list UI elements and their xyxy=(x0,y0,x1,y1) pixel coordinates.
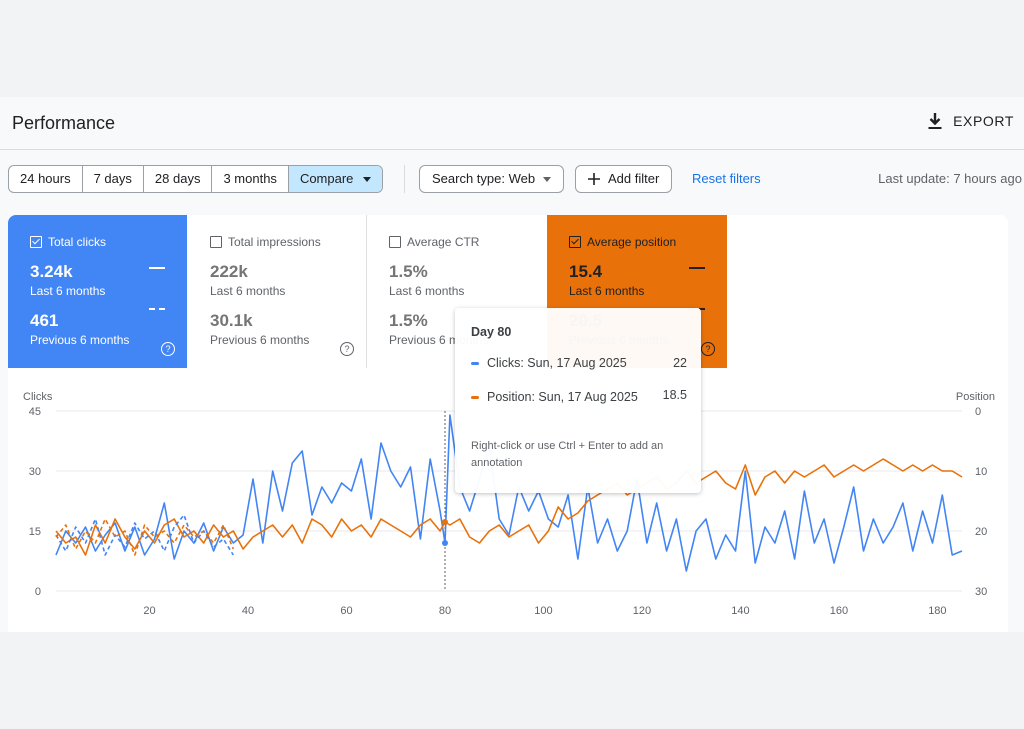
y-right-axis-label: Position xyxy=(956,391,995,403)
hover-marker-position xyxy=(441,519,448,525)
metric-label: Total impressions xyxy=(228,235,321,249)
metric-current-period: Last 6 months xyxy=(569,284,645,298)
range-28-days[interactable]: 28 days xyxy=(144,166,213,192)
y-left-axis-label: Clicks xyxy=(23,391,53,403)
metric-current-value: 222k xyxy=(210,262,248,281)
hover-marker-clicks xyxy=(441,540,448,546)
metric-previous-period: Previous 6 months xyxy=(30,333,130,347)
metric-card-clicks[interactable]: Total clicks 3.24k Last 6 months 461 Pre… xyxy=(8,215,187,368)
position-legend-dot xyxy=(471,396,479,400)
tooltip-clicks-label: Clicks: Sun, 17 Aug 2025 xyxy=(487,356,627,370)
solid-line-legend-icon xyxy=(149,267,165,269)
metric-previous-value: 461 xyxy=(30,311,59,330)
chart-tooltip: Day 80 Clicks: Sun, 17 Aug 2025 22 Posit… xyxy=(455,308,701,493)
metric-previous-value: 1.5% xyxy=(389,311,428,330)
solid-line-legend-icon xyxy=(689,267,705,269)
metric-previous-value: 30.1k xyxy=(210,311,253,330)
metric-current-period: Last 6 months xyxy=(210,284,286,298)
compare-label: Compare xyxy=(299,171,354,186)
metric-current-value: 15.4 xyxy=(569,262,603,281)
search-type-dropdown[interactable]: Search type: Web xyxy=(419,165,565,193)
x-tick-label: 140 xyxy=(731,605,749,617)
y-right-tick-label: 30 xyxy=(975,586,987,598)
toolbar-divider xyxy=(404,165,405,193)
page-title: Performance xyxy=(12,113,116,133)
caret-down-icon xyxy=(543,176,552,182)
y-right-tick-label: 20 xyxy=(975,526,987,538)
checkbox-checked-icon[interactable] xyxy=(569,236,581,248)
last-update-text: Last update: 7 hours ago xyxy=(878,171,1022,186)
plus-icon xyxy=(588,173,600,185)
y-left-tick-label: 15 xyxy=(29,526,41,538)
help-icon[interactable]: ? xyxy=(340,342,354,356)
export-button[interactable]: EXPORT xyxy=(927,112,1014,130)
help-icon[interactable]: ? xyxy=(701,342,715,356)
range-7-days[interactable]: 7 days xyxy=(83,166,144,192)
metric-current-period: Last 6 months xyxy=(389,284,465,298)
download-icon xyxy=(928,113,942,129)
x-tick-label: 40 xyxy=(242,605,254,617)
tooltip-position-label: Position: Sun, 17 Aug 2025 xyxy=(487,390,638,404)
tooltip-day: Day 80 xyxy=(471,325,512,339)
range-24-hours[interactable]: 24 hours xyxy=(9,166,83,192)
x-tick-label: 100 xyxy=(534,605,552,617)
metric-label: Average CTR xyxy=(407,235,480,249)
tooltip-clicks-row: Clicks: Sun, 17 Aug 2025 22 xyxy=(471,356,687,370)
dashed-line-legend-icon xyxy=(149,308,165,310)
series-line-position-previous xyxy=(55,518,235,556)
tooltip-clicks-value: 22 xyxy=(673,356,687,370)
export-label: EXPORT xyxy=(953,113,1014,129)
x-tick-label: 180 xyxy=(928,605,946,617)
x-tick-label: 80 xyxy=(439,605,451,617)
date-range-selector: 24 hours 7 days 28 days 3 months Compare xyxy=(8,165,384,193)
y-left-tick-label: 30 xyxy=(29,466,41,478)
y-right-tick-label: 0 xyxy=(975,406,981,418)
checkbox-unchecked-icon[interactable] xyxy=(389,236,401,248)
y-right-tick-label: 10 xyxy=(975,466,987,478)
metric-current-value: 1.5% xyxy=(389,262,428,281)
checkbox-unchecked-icon[interactable] xyxy=(210,236,222,248)
y-left-tick-label: 0 xyxy=(35,586,41,598)
clicks-legend-dot xyxy=(471,362,479,366)
metric-current-value: 3.24k xyxy=(30,262,73,281)
metric-current-period: Last 6 months xyxy=(30,284,106,298)
compare-dropdown[interactable]: Compare xyxy=(288,166,383,192)
metrics-and-chart: Total clicks 3.24k Last 6 months 461 Pre… xyxy=(8,215,1008,632)
y-left-tick-label: 45 xyxy=(29,406,41,418)
range-3-months[interactable]: 3 months xyxy=(212,166,289,192)
caret-down-icon xyxy=(363,176,372,182)
metric-card-impressions[interactable]: Total impressions 222k Last 6 months 30.… xyxy=(188,215,367,368)
metric-label: Average position xyxy=(587,235,677,249)
x-tick-label: 160 xyxy=(830,605,848,617)
reset-filters-link[interactable]: Reset filters xyxy=(692,171,761,186)
search-type-label: Search type: Web xyxy=(432,171,536,186)
metric-label: Total clicks xyxy=(48,235,107,249)
add-filter-label: Add filter xyxy=(608,171,660,186)
page-header: Performance EXPORT xyxy=(0,97,1024,150)
x-tick-label: 120 xyxy=(633,605,651,617)
x-tick-label: 20 xyxy=(143,605,155,617)
x-tick-label: 60 xyxy=(340,605,352,617)
tooltip-position-row: Position: Sun, 17 Aug 2025 xyxy=(471,388,641,406)
series-line-position xyxy=(55,458,963,556)
tooltip-position-value: 18.5 xyxy=(662,388,687,402)
help-icon[interactable]: ? xyxy=(161,342,175,356)
add-filter-button[interactable]: Add filter xyxy=(575,165,673,193)
filter-toolbar: 24 hours 7 days 28 days 3 months Compare… xyxy=(0,163,1024,195)
checkbox-checked-icon[interactable] xyxy=(30,236,42,248)
tooltip-hint: Right-click or use Ctrl + Enter to add a… xyxy=(471,440,664,469)
metric-previous-period: Previous 6 months xyxy=(210,333,310,347)
